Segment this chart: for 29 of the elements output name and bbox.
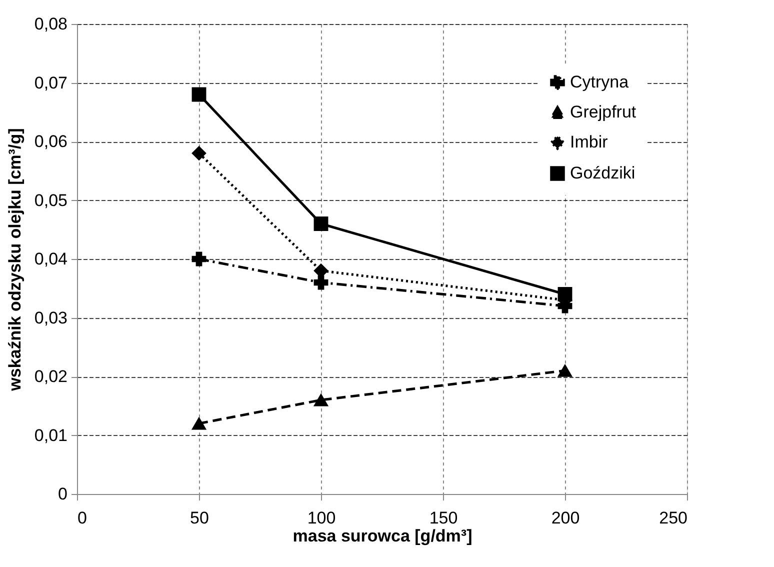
legend-label: Goździki	[570, 164, 636, 182]
point	[192, 252, 206, 266]
point	[314, 216, 328, 231]
y-tick-label: 0,05	[34, 190, 68, 210]
legend-label: Cytryna	[570, 72, 630, 92]
x-tick-label: 250	[659, 508, 688, 528]
y-axis-title: wskaźnik odzysku olejku [cm³/g]	[5, 128, 24, 392]
point	[192, 87, 206, 102]
y-tick-label: 0,02	[34, 367, 68, 386]
y-tick-label: 0,01	[34, 426, 68, 445]
y-tick-label: 0	[58, 484, 68, 504]
y-tick-label: 0,04	[34, 250, 68, 268]
y-tick-label: 0,06	[34, 132, 68, 151]
point	[558, 364, 572, 377]
x-tick-label: 200	[551, 508, 580, 528]
x-tick-label: 0	[78, 508, 87, 528]
legend-label: Imbir	[570, 132, 608, 152]
point	[314, 394, 328, 406]
x-tick-label: 50	[190, 508, 209, 528]
x-tick-label: 100	[307, 508, 336, 528]
legend-label: Grejpfrut	[570, 102, 636, 122]
x-tick-label: 150	[429, 508, 458, 528]
point	[314, 275, 328, 290]
point	[192, 417, 206, 430]
point	[192, 146, 206, 160]
y-tick-label: 0,03	[34, 308, 68, 328]
x-axis-title: masa surowca [g/dm³]	[292, 526, 472, 546]
y-tick-label: 0,08	[34, 14, 68, 34]
y-tick-label: 0,07	[34, 73, 68, 92]
